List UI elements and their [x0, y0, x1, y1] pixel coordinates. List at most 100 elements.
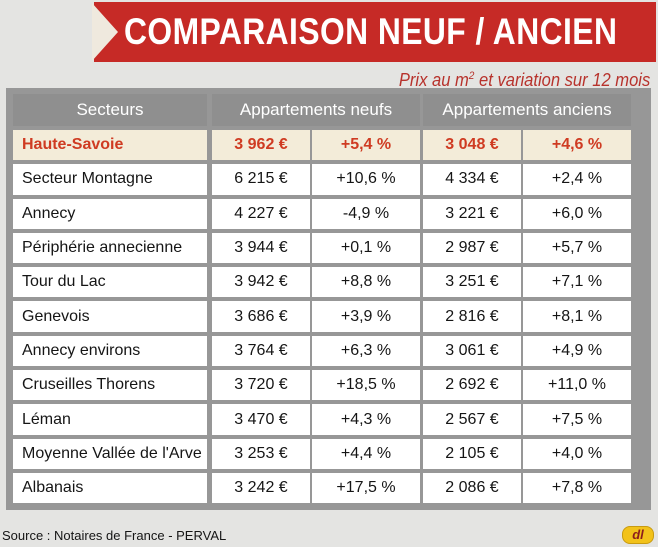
cell-neuf-variation: +3,9 %: [312, 301, 420, 332]
cell-ancien-variation: +4,0 %: [523, 438, 631, 469]
title-arrow-icon: [92, 3, 118, 61]
group-neufs: 3 962 € +5,4 %: [212, 128, 420, 162]
group-neufs: 3 686 € +3,9 %: [212, 299, 420, 333]
group-neufs: 4 227 € -4,9 %: [212, 197, 420, 231]
group-neufs: 3 720 € +18,5 %: [212, 368, 420, 402]
cell-ancien-prix: 3 048 €: [423, 130, 521, 161]
cell-secteur: Haute-Savoie: [13, 130, 207, 161]
cell-ancien-variation: +7,1 %: [523, 267, 631, 298]
group-anciens: 3 048 € +4,6 %: [423, 128, 631, 162]
group-neufs: 3 242 € +17,5 %: [212, 471, 420, 505]
cell-ancien-variation: +11,0 %: [523, 370, 631, 401]
cell-ancien-prix: 2 105 €: [423, 438, 521, 469]
cell-secteur: Annecy: [13, 198, 207, 229]
cell-neuf-prix: 3 470 €: [212, 404, 310, 435]
group-anciens: 4 334 € +2,4 %: [423, 162, 631, 196]
cell-ancien-prix: 3 221 €: [423, 198, 521, 229]
table-row: Périphérie annecienne 3 944 € +0,1 % 2 987 …: [11, 231, 646, 265]
header-appartements-neufs: Appartements neufs: [212, 94, 420, 126]
cell-secteur: Périphérie annecienne: [13, 232, 207, 264]
cell-neuf-variation: +8,8 %: [312, 267, 420, 298]
table-row: Moyenne Vallée de l'Arve 3 253 € +4,4 % 2 1…: [11, 437, 646, 471]
cell-neuf-prix: 3 942 €: [212, 267, 310, 298]
group-neufs: 3 942 € +8,8 %: [212, 265, 420, 299]
cell-neuf-prix: 3 686 €: [212, 301, 310, 332]
cell-neuf-prix: 3 944 €: [212, 232, 310, 264]
table-row: Cruseilles Thorens 3 720 € +18,5 % 2 692 € +…: [11, 368, 646, 402]
cell-ancien-variation: +4,6 %: [523, 130, 631, 161]
publisher-logo: dl: [622, 526, 654, 544]
cell-ancien-variation: +8,1 %: [523, 301, 631, 332]
group-anciens: 2 105 € +4,0 %: [423, 437, 631, 471]
cell-ancien-variation: +4,9 %: [523, 335, 631, 367]
group-neufs: 3 470 € +4,3 %: [212, 402, 420, 436]
cell-neuf-prix: 3 962 €: [212, 130, 310, 161]
cell-neuf-prix: 3 253 €: [212, 438, 310, 469]
cell-secteur: Genevois: [13, 301, 207, 332]
table-row: Annecy 4 227 € -4,9 % 3 221 € +6,0 %: [11, 197, 646, 231]
cell-secteur: Secteur Montagne: [13, 164, 207, 195]
header-group-neufs: Appartements neufs: [212, 92, 420, 128]
subtitle-sup: 2: [468, 70, 475, 82]
group-anciens: 3 221 € +6,0 %: [423, 197, 631, 231]
group-anciens: 2 816 € +8,1 %: [423, 299, 631, 333]
cell-neuf-variation: +0,1 %: [312, 232, 420, 264]
cell-secteur: Cruseilles Thorens: [13, 370, 207, 401]
cell-ancien-prix: 2 816 €: [423, 301, 521, 332]
cell-neuf-variation: +6,3 %: [312, 335, 420, 367]
cell-neuf-variation: +4,4 %: [312, 438, 420, 469]
cell-secteur: Léman: [13, 404, 207, 435]
header-group-anciens: Appartements anciens: [423, 92, 631, 128]
cell-neuf-variation: +5,4 %: [312, 130, 420, 161]
cell-ancien-prix: 2 692 €: [423, 370, 521, 401]
table-body: Haute-Savoie 3 962 € +5,4 % 3 048 € +4,6 % Se…: [11, 128, 646, 505]
cell-ancien-variation: +2,4 %: [523, 164, 631, 195]
table-row: Annecy environs 3 764 € +6,3 % 3 061 € +4,9 …: [11, 334, 646, 368]
cell-neuf-prix: 3 242 €: [212, 472, 310, 504]
subtitle-suffix: et variation sur 12 mois: [474, 70, 650, 90]
cell-neuf-prix: 3 764 €: [212, 335, 310, 367]
table-row: Haute-Savoie 3 962 € +5,4 % 3 048 € +4,6 %: [11, 128, 646, 162]
cell-neuf-variation: +10,6 %: [312, 164, 420, 195]
table-row: Secteur Montagne 6 215 € +10,6 % 4 334 € +2,…: [11, 162, 646, 196]
cell-ancien-prix: 3 061 €: [423, 335, 521, 367]
group-neufs: 6 215 € +10,6 %: [212, 162, 420, 196]
cell-ancien-prix: 2 567 €: [423, 404, 521, 435]
cell-neuf-prix: 3 720 €: [212, 370, 310, 401]
group-neufs: 3 944 € +0,1 %: [212, 231, 420, 265]
cell-neuf-prix: 4 227 €: [212, 198, 310, 229]
page-title: COMPARAISON NEUF / ANCIEN: [124, 11, 618, 52]
cell-ancien-prix: 2 086 €: [423, 472, 521, 504]
cell-ancien-prix: 3 251 €: [423, 267, 521, 298]
group-anciens: 3 061 € +4,9 %: [423, 334, 631, 368]
price-table: Secteurs Appartements neufs Appartements…: [6, 88, 651, 511]
group-anciens: 2 086 € +7,8 %: [423, 471, 631, 505]
group-anciens: 2 987 € +5,7 %: [423, 231, 631, 265]
table-header-row: Secteurs Appartements neufs Appartements…: [11, 92, 646, 128]
cell-neuf-prix: 6 215 €: [212, 164, 310, 195]
group-anciens: 2 567 € +7,5 %: [423, 402, 631, 436]
cell-ancien-variation: +5,7 %: [523, 232, 631, 264]
cell-ancien-variation: +7,8 %: [523, 472, 631, 504]
group-neufs: 3 253 € +4,4 %: [212, 437, 420, 471]
cell-ancien-variation: +6,0 %: [523, 198, 631, 229]
group-anciens: 2 692 € +11,0 %: [423, 368, 631, 402]
cell-secteur: Annecy environs: [13, 335, 207, 367]
cell-neuf-variation: +18,5 %: [312, 370, 420, 401]
cell-neuf-variation: -4,9 %: [312, 198, 420, 229]
source-note: Source : Notaires de France - PERVAL: [2, 528, 227, 543]
cell-neuf-variation: +17,5 %: [312, 472, 420, 504]
subtitle-prefix: Prix au m: [398, 70, 469, 90]
header-appartements-anciens: Appartements anciens: [423, 94, 631, 126]
group-neufs: 3 764 € +6,3 %: [212, 334, 420, 368]
title-banner: [94, 2, 656, 62]
cell-ancien-variation: +7,5 %: [523, 404, 631, 435]
cell-ancien-prix: 2 987 €: [423, 232, 521, 264]
header-secteurs: Secteurs: [13, 94, 207, 126]
subtitle: Prix au m2 et variation sur 12 mois: [399, 66, 650, 90]
cell-ancien-prix: 4 334 €: [423, 164, 521, 195]
table-row: Albanais 3 242 € +17,5 % 2 086 € +7,8 %: [11, 471, 646, 505]
cell-secteur: Tour du Lac: [13, 267, 207, 298]
group-anciens: 3 251 € +7,1 %: [423, 265, 631, 299]
cell-secteur: Moyenne Vallée de l'Arve: [13, 438, 207, 469]
